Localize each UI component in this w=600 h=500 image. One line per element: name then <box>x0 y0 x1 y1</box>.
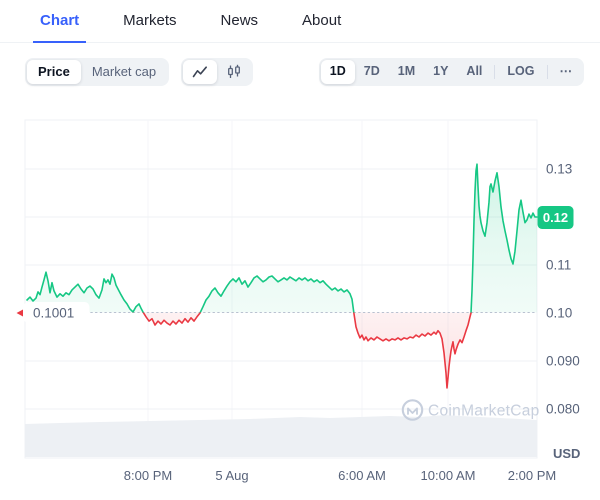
baseline-label-pill <box>23 302 90 323</box>
baseline-marker-icon <box>16 309 23 317</box>
y-axis-label: 0.090 <box>546 354 580 369</box>
tab-bar: Chart Markets News About <box>0 0 600 43</box>
current-price-label: 0.12 <box>543 210 568 225</box>
price-chart[interactable]: CoinMarketCap 0.1001 0.12 0.130.110.100.… <box>0 110 600 500</box>
price-line-down <box>132 312 472 389</box>
market-cap-toggle-button[interactable]: Market cap <box>91 64 157 79</box>
current-price-badge <box>537 206 574 229</box>
price-area-up <box>27 164 537 313</box>
metric-toggle: Price Market cap <box>25 58 170 87</box>
tab-chart[interactable]: Chart <box>33 0 87 43</box>
chart-toolbar: Price Market cap 1D 7D 1M 1Y A <box>25 58 584 87</box>
currency-unit-label: USD <box>553 446 580 461</box>
price-area-down <box>27 312 537 388</box>
y-axis-labels: 0.13 0.11 0.10 0.090 0.080 <box>546 162 580 417</box>
chart-area: CoinMarketCap 0.1001 0.12 0.13 0.11 0.10 0.… <box>0 110 600 500</box>
candlestick-style-button[interactable] <box>217 60 251 84</box>
tab-markets[interactable]: Markets <box>123 12 177 29</box>
horizontal-gridlines <box>25 168 537 410</box>
price-line-up <box>26 163 538 313</box>
range-toggle: 1D 7D 1M 1Y All LOG ⋯ <box>318 58 584 87</box>
chart-style-toggle <box>181 58 254 87</box>
coinmarketcap-logo-icon <box>401 399 424 421</box>
x-axis-label: 5 Aug <box>215 468 248 483</box>
y-axis-label: 0.13 <box>546 162 572 177</box>
x-axis-label: 10:00 AM <box>421 468 476 483</box>
price-toggle-button[interactable]: Price <box>27 60 81 85</box>
range-7d-button[interactable]: 7D <box>363 64 380 79</box>
line-chart-style-button[interactable] <box>183 60 218 85</box>
toolbar-left-group: Price Market cap <box>25 58 254 87</box>
y-axis-label: 0.11 <box>546 258 571 273</box>
log-scale-button[interactable]: LOG <box>507 64 535 79</box>
toolbar-divider <box>546 65 548 80</box>
y-axis-label: 0.080 <box>546 402 580 417</box>
tab-news[interactable]: News <box>220 12 259 29</box>
range-1d-button[interactable]: 1D <box>320 60 355 85</box>
baseline-price-label: 0.1001 <box>33 306 74 321</box>
candlestick-icon <box>226 64 242 80</box>
x-axis-labels: 8:00 PM 5 Aug 6:00 AM 10:00 AM 2:00 PM <box>124 468 556 483</box>
x-axis-label: 6:00 AM <box>338 468 386 483</box>
volume-band <box>25 415 537 457</box>
coinmarketcap-watermark: CoinMarketCap <box>401 399 540 421</box>
range-1y-button[interactable]: 1Y <box>433 64 449 79</box>
range-1m-button[interactable]: 1M <box>397 64 416 79</box>
toolbar-divider <box>494 65 496 80</box>
line-chart-icon <box>192 64 208 80</box>
x-axis-label: 8:00 PM <box>124 468 172 483</box>
watermark-text: CoinMarketCap <box>428 403 540 420</box>
y-axis-label: 0.10 <box>546 306 572 321</box>
more-options-button[interactable]: ⋯ <box>559 64 573 79</box>
range-all-button[interactable]: All <box>466 64 483 79</box>
x-axis-label: 2:00 PM <box>508 468 556 483</box>
tab-about[interactable]: About <box>302 12 342 29</box>
coinmarketcap-logo-m <box>407 407 418 415</box>
